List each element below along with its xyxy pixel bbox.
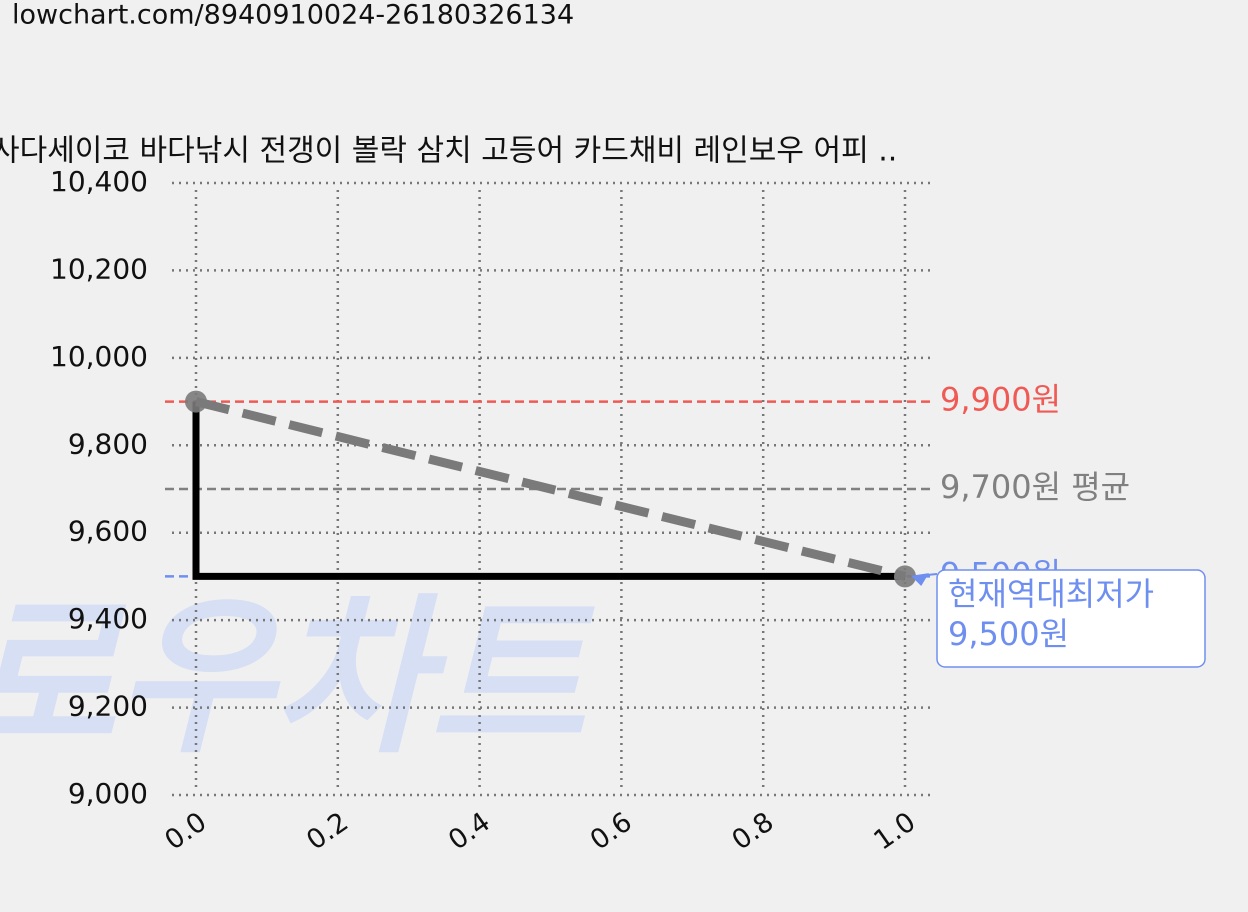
y-tick-label: 10,400	[50, 165, 148, 198]
point	[894, 565, 916, 588]
watermark: 로우차트	[0, 579, 595, 777]
x-tick-label: 0.0	[159, 806, 212, 856]
x-tick-label: 0.2	[301, 806, 354, 856]
x-tick-label: 0.8	[727, 806, 780, 856]
x-tick-label: 1.0	[868, 806, 921, 856]
y-tick-label: 9,800	[68, 427, 148, 460]
y-tick-label: 9,000	[68, 777, 148, 810]
y-tick-label: 10,000	[50, 340, 148, 373]
trend-line	[194, 397, 907, 581]
y-tick-label: 9,200	[68, 690, 148, 723]
x-tick-label: 0.6	[585, 806, 638, 856]
point	[185, 390, 207, 413]
price-line	[192, 401, 905, 580]
annotation-text: 현재역대최저가	[948, 575, 1154, 613]
annotation-arrow	[910, 573, 938, 587]
y-tick-label: 9,600	[68, 515, 148, 548]
reference-label: 9,900원	[940, 381, 1061, 419]
reference-label: 9,700원 평균	[940, 468, 1130, 506]
url: lowchart.com/8940910024-26180326134	[12, 0, 574, 31]
y-tick-label: 9,400	[68, 602, 148, 635]
y-tick-label: 10,200	[50, 252, 148, 285]
chart-title: 사다세이코 바다낚시 전갱이 볼락 삼치 고등어 카드채비 레인보우 어피 ..	[0, 134, 897, 169]
x-tick-label: 0.4	[443, 806, 496, 856]
annotation-value: 9,500원	[948, 615, 1069, 653]
annotation-box	[936, 569, 1206, 668]
